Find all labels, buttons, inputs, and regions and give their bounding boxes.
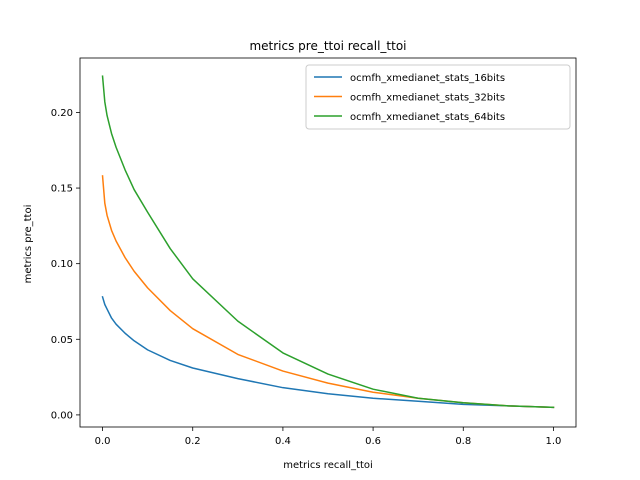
legend-label-2: ocmfh_xmedianet_stats_64bits [350, 112, 505, 123]
chart-title: metrics pre_ttoi recall_ttoi [249, 39, 406, 53]
series-line-2 [101, 75, 555, 409]
x-tick-label: 0.6 [365, 436, 381, 447]
x-tick-label: 0.2 [185, 436, 201, 447]
x-axis-label: metrics recall_ttoi [283, 460, 373, 471]
x-tick-label: 0.8 [455, 436, 471, 447]
y-tick-label: 0.10 [51, 259, 73, 270]
series-layer [101, 75, 555, 409]
x-tick-label: 0.4 [275, 436, 291, 447]
y-axis-label: metrics pre_ttoi [23, 205, 34, 284]
legend-label-0: ocmfh_xmedianet_stats_16bits [350, 73, 505, 84]
x-tick-label: 0.0 [95, 436, 111, 447]
y-tick-label: 0.15 [51, 184, 73, 195]
plot-frame [79, 57, 577, 428]
y-tick-label: 0.05 [51, 335, 73, 346]
legend-label-1: ocmfh_xmedianet_stats_32bits [350, 93, 505, 104]
legend-box [305, 64, 571, 130]
y-tick-label: 0.20 [51, 108, 73, 119]
x-axis-ticks: 0.0 0.2 0.4 0.6 0.8 1.0 [95, 427, 562, 447]
x-tick-label: 1.0 [546, 436, 562, 447]
series-line-0 [101, 296, 555, 409]
legend: ocmfh_xmedianet_stats_16bits ocmfh_xmedia… [305, 64, 571, 130]
y-tick-label: 0.00 [51, 410, 73, 421]
y-axis-ticks: 0.00 0.05 0.10 0.15 0.20 [51, 108, 80, 421]
